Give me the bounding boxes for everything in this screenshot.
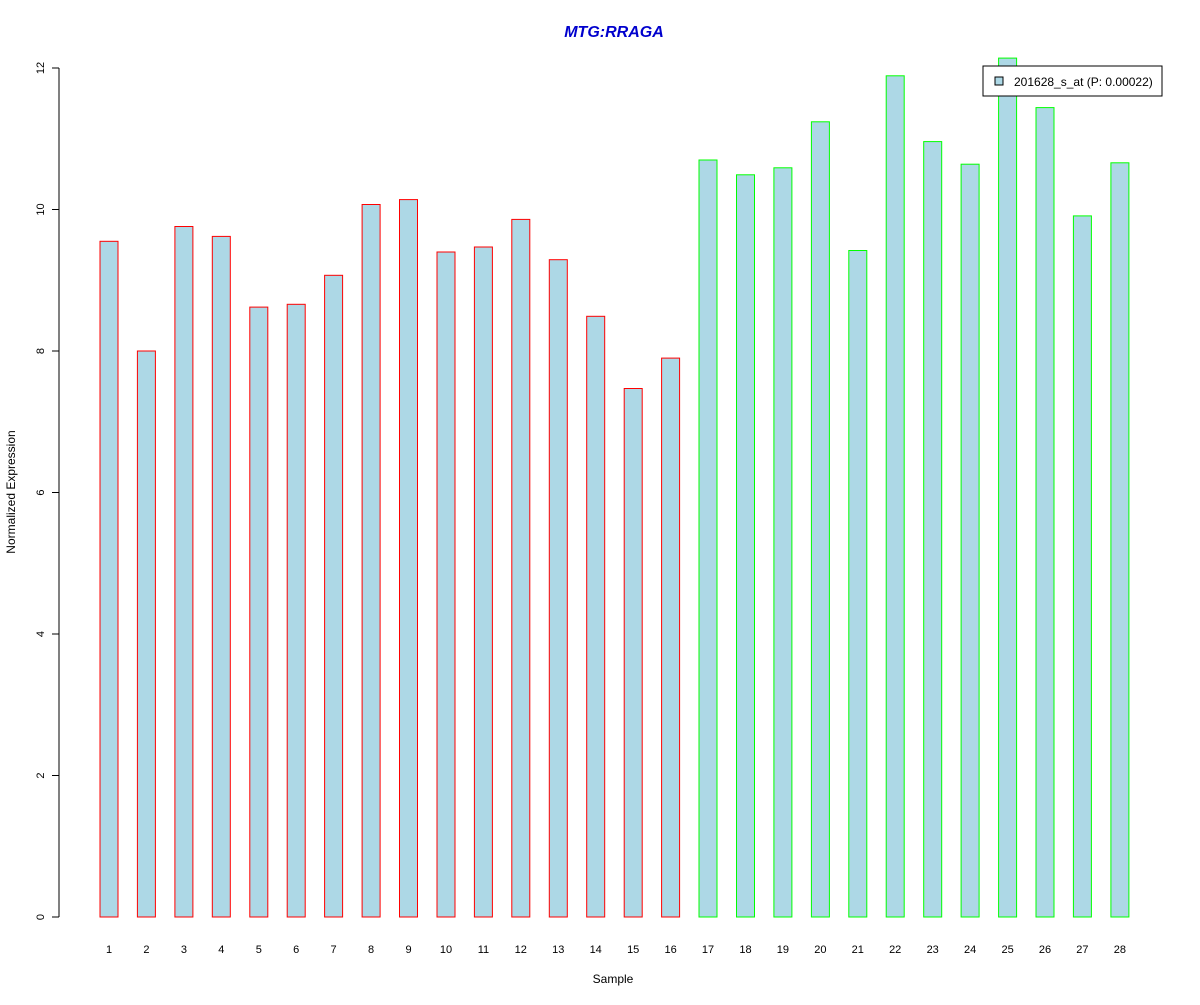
bar-sample-9 xyxy=(399,199,418,918)
bar-sample-11 xyxy=(473,246,493,918)
x-tick-label: 5 xyxy=(256,944,262,956)
bars xyxy=(99,57,1130,918)
x-tick-label: 16 xyxy=(664,944,676,956)
x-tick-label: 3 xyxy=(181,944,187,956)
x-tick-label: 4 xyxy=(218,944,224,956)
x-tick-label: 20 xyxy=(814,944,826,956)
x-tick-label: 28 xyxy=(1114,944,1126,956)
bar-sample-1 xyxy=(99,240,119,918)
bar-sample-2 xyxy=(136,350,156,918)
bar-sample-27 xyxy=(1072,215,1092,918)
bar-sample-8 xyxy=(361,204,381,918)
bar-sample-21 xyxy=(848,250,868,918)
x-tick-label: 8 xyxy=(368,944,374,956)
x-tick-label: 25 xyxy=(1001,944,1013,956)
bar-sample-3 xyxy=(174,226,194,918)
bar-sample-22 xyxy=(885,75,905,918)
bar-sample-17 xyxy=(698,159,718,918)
bar-sample-15 xyxy=(623,388,643,918)
x-tick-label: 9 xyxy=(405,944,411,956)
bar-sample-25 xyxy=(998,57,1018,918)
x-tick-label: 17 xyxy=(702,944,714,956)
x-tick-label: 14 xyxy=(590,944,602,956)
bar-sample-28 xyxy=(1110,162,1130,918)
bar-sample-20 xyxy=(810,121,830,918)
x-tick-label: 24 xyxy=(964,944,976,956)
bar-sample-24 xyxy=(960,163,980,918)
x-tick-label: 19 xyxy=(777,944,789,956)
x-tick-label: 22 xyxy=(889,944,901,956)
legend: 201628_s_at (P: 0.00022) xyxy=(982,65,1163,97)
x-tick-label: 2 xyxy=(143,944,149,956)
bar-sample-23 xyxy=(923,141,943,918)
bar-sample-4 xyxy=(211,235,231,918)
y-tick-label: 12 xyxy=(35,62,47,74)
y-tick-label: 6 xyxy=(35,489,47,495)
y-axis: 0 2 4 6 8 10 12 xyxy=(35,62,60,920)
x-tick-labels: 1 2 3 4 5 6 7 8 9 10 11 12 13 14 15 16 17 18 19 20 21 22 23 24 2… xyxy=(106,944,1126,956)
x-tick-label: 6 xyxy=(293,944,299,956)
x-tick-label: 10 xyxy=(440,944,452,956)
x-tick-label: 11 xyxy=(478,944,489,956)
bar-sample-16 xyxy=(661,357,681,918)
legend-box xyxy=(982,65,1163,97)
legend-label: 201628_s_at (P: 0.00022) xyxy=(1014,75,1153,89)
bar-sample-13 xyxy=(548,259,568,918)
bar-sample-6 xyxy=(286,303,306,918)
bar-sample-12 xyxy=(511,218,531,918)
y-tick-label: 10 xyxy=(35,203,47,215)
y-tick-label: 4 xyxy=(35,631,47,637)
y-tick-label: 8 xyxy=(35,348,47,354)
x-tick-label: 13 xyxy=(552,944,564,956)
x-tick-label: 21 xyxy=(852,944,864,956)
x-tick-label: 15 xyxy=(627,944,639,956)
y-tick-label: 0 xyxy=(35,914,47,920)
bar-sample-14 xyxy=(586,315,606,918)
bar-sample-26 xyxy=(1035,107,1055,918)
x-tick-label: 27 xyxy=(1076,944,1088,956)
x-tick-label: 23 xyxy=(927,944,939,956)
bar-sample-19 xyxy=(773,167,793,918)
y-axis-label: Normalized Expression xyxy=(4,430,18,553)
y-tick-label: 2 xyxy=(35,772,47,778)
x-tick-label: 1 xyxy=(106,944,112,956)
x-axis-label: Sample xyxy=(593,972,634,986)
chart-title: MTG:RRAGA xyxy=(564,24,664,41)
bar-sample-7 xyxy=(324,274,344,918)
x-tick-label: 7 xyxy=(331,944,337,956)
x-tick-label: 12 xyxy=(515,944,527,956)
x-tick-label: 18 xyxy=(739,944,751,956)
legend-swatch xyxy=(994,76,1004,86)
x-tick-label: 26 xyxy=(1039,944,1051,956)
bar-sample-18 xyxy=(736,174,755,918)
bar-sample-5 xyxy=(249,306,269,918)
bar-sample-10 xyxy=(436,251,456,918)
